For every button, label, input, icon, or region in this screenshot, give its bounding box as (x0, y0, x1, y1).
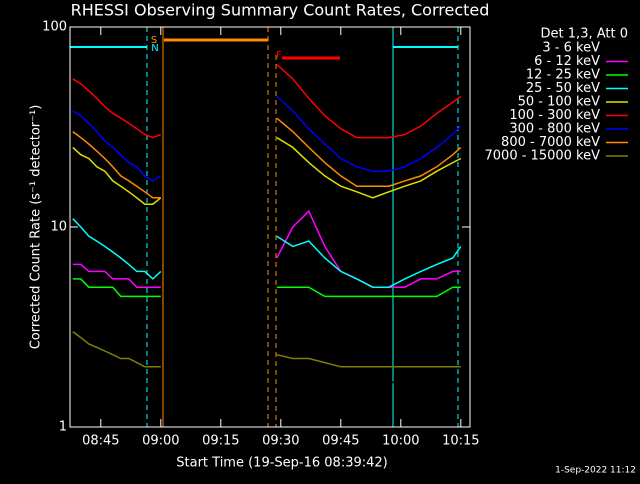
x-tick-label: 09:15 (202, 434, 239, 449)
series-line (72, 95, 462, 182)
x-tick-label: 10:15 (442, 434, 479, 449)
legend-title: Det 1,3, Att 0 (541, 27, 628, 42)
flags (70, 27, 459, 427)
annotation: F (276, 50, 282, 61)
legend-label: 50 - 100 keV (518, 95, 601, 110)
legend-label: 7000 - 15000 keV (485, 149, 601, 164)
y-tick-label: 100 (42, 20, 67, 35)
series-line (72, 218, 462, 288)
x-tick-label: 10:00 (382, 434, 419, 449)
legend-label: 12 - 25 keV (526, 68, 600, 83)
annotation: N (151, 43, 158, 54)
legend-label: 300 - 800 keV (509, 122, 600, 137)
y-axis-label: Corrected Count Rate (s⁻¹ detector⁻¹) (29, 105, 44, 350)
series-line (72, 117, 462, 199)
legend-label: 3 - 6 keV (542, 41, 600, 56)
series-line (72, 63, 462, 139)
series-line (72, 211, 461, 399)
x-axis-label: Start Time (19-Sep-16 08:39:42) (176, 456, 387, 471)
timestamp: 1-Sep-2022 11:12 (555, 466, 636, 476)
series-line (72, 331, 461, 368)
plot-frame (69, 26, 471, 428)
x-tick-label: 09:45 (322, 434, 359, 449)
legend-label: 25 - 50 keV (526, 81, 600, 96)
legend-label: 100 - 300 keV (509, 108, 600, 123)
y-tick-label: 1 (59, 420, 67, 435)
x-tick-label: 08:45 (82, 434, 119, 449)
x-tick-label: 09:30 (262, 434, 299, 449)
series-line (72, 136, 462, 205)
y-tick-label: 10 (50, 220, 67, 235)
legend-label: 800 - 7000 keV (501, 135, 600, 150)
annotation: S (151, 35, 157, 46)
legend-label: 6 - 12 keV (534, 54, 600, 69)
chart-title: RHESSI Observing Summary Count Rates, Co… (71, 1, 490, 20)
x-tick-label: 09:00 (142, 434, 179, 449)
series-line (72, 209, 461, 288)
series-line (72, 278, 461, 298)
